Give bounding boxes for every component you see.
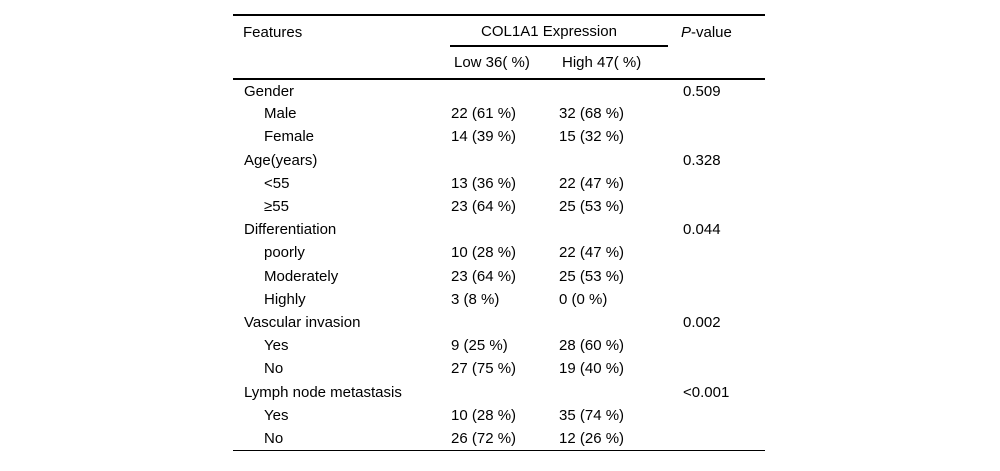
high-value-cell: 12 (26 %)	[559, 429, 625, 447]
high-value-cell	[558, 218, 678, 241]
pvalue-cell	[678, 241, 765, 264]
low-value-cell: 26 (72 %)	[451, 429, 517, 447]
high-value-cell	[558, 380, 678, 403]
pvalue-header-italic-part: P	[681, 24, 692, 41]
table-row-vascular-no: No 27 (75 %) 19 (40 %)	[233, 357, 765, 380]
pvalue-cell: 0.328	[683, 151, 721, 169]
high-value-cell	[558, 311, 678, 334]
low-value-cell	[450, 311, 558, 334]
high-value-cell	[558, 79, 678, 102]
low-value-cell: 3 (8 %)	[451, 290, 500, 308]
feature-cell: poorly	[264, 244, 305, 262]
table-header: Features COL1A1 Expression P-value Low 3…	[233, 15, 765, 79]
low-value-cell: 10 (28 %)	[451, 244, 517, 262]
header-row-subcolumns: Low 36( %) High 47( %)	[233, 47, 765, 79]
pvalue-cell: <0.001	[683, 383, 730, 401]
high-value-cell: 19 (40 %)	[559, 360, 625, 378]
feature-cell: Differentiation	[244, 221, 337, 239]
high-value-cell: 22 (47 %)	[559, 174, 625, 192]
table-row-age: Age(years) 0.328	[233, 149, 765, 172]
pvalue-column-header: P-value	[678, 15, 765, 79]
pvalue-cell	[678, 195, 765, 218]
feature-cell: Vascular invasion	[244, 313, 361, 331]
low-value-cell	[450, 149, 558, 172]
feature-cell: Lymph node metastasis	[244, 383, 402, 401]
table-row-age-ge55: ≥55 23 (64 %) 25 (53 %)	[233, 195, 765, 218]
header-row-group: Features COL1A1 Expression P-value	[233, 15, 765, 47]
pvalue-cell	[678, 288, 765, 311]
pvalue-cell: 0.002	[683, 313, 721, 331]
expression-group-header: COL1A1 Expression	[450, 15, 678, 47]
pvalue-cell	[678, 334, 765, 357]
clinicopathological-features-table: Features COL1A1 Expression P-value Low 3…	[233, 14, 765, 451]
table-row-lymph-no: No 26 (72 %) 12 (26 %)	[233, 427, 765, 450]
low-value-cell: 27 (75 %)	[451, 360, 517, 378]
table-row-lymph-node-metastasis: Lymph node metastasis <0.001	[233, 380, 765, 403]
pvalue-cell: 0.044	[683, 221, 721, 239]
feature-cell: Female	[264, 128, 315, 146]
high-value-cell	[558, 149, 678, 172]
high-value-cell: 35 (74 %)	[559, 406, 625, 424]
table-row-gender: Gender 0.509	[233, 79, 765, 102]
low-value-cell	[450, 380, 558, 403]
table-row-poorly: poorly 10 (28 %) 22 (47 %)	[233, 241, 765, 264]
pvalue-cell: 0.509	[683, 82, 721, 100]
feature-cell: Yes	[264, 406, 289, 424]
table-row-female: Female 14 (39 %) 15 (32 %)	[233, 125, 765, 148]
high-column-header: High 47( %)	[562, 54, 642, 71]
feature-cell: Gender	[244, 82, 295, 100]
feature-cell: No	[264, 360, 284, 378]
feature-cell: Moderately	[264, 267, 339, 285]
high-value-cell: 32 (68 %)	[559, 105, 625, 123]
feature-cell: <55	[264, 174, 290, 192]
table-row-highly: Highly 3 (8 %) 0 (0 %)	[233, 288, 765, 311]
feature-cell: Male	[264, 105, 297, 123]
pvalue-cell	[678, 125, 765, 148]
feature-cell: Yes	[264, 337, 289, 355]
low-value-cell: 23 (64 %)	[451, 198, 517, 216]
high-value-cell: 25 (53 %)	[559, 198, 625, 216]
high-value-cell: 28 (60 %)	[559, 337, 625, 355]
table-row-differentiation: Differentiation 0.044	[233, 218, 765, 241]
low-value-cell	[450, 218, 558, 241]
low-column-header: Low 36( %)	[454, 54, 530, 71]
pvalue-header-rest: -value	[691, 24, 732, 41]
pvalue-cell	[678, 172, 765, 195]
low-value-cell: 10 (28 %)	[451, 406, 517, 424]
low-value-cell: 14 (39 %)	[451, 128, 517, 146]
high-value-cell: 15 (32 %)	[559, 128, 625, 146]
table-body: Gender 0.509 Male 22 (61 %) 32 (68 %) Fe…	[233, 79, 765, 450]
features-column-header: Features	[243, 24, 303, 41]
table-row-lymph-yes: Yes 10 (28 %) 35 (74 %)	[233, 404, 765, 427]
paper-table-container: Features COL1A1 Expression P-value Low 3…	[233, 14, 765, 451]
table-row-vascular-yes: Yes 9 (25 %) 28 (60 %)	[233, 334, 765, 357]
table-row-moderately: Moderately 23 (64 %) 25 (53 %)	[233, 265, 765, 288]
table-row-age-lt55: <55 13 (36 %) 22 (47 %)	[233, 172, 765, 195]
low-value-cell: 13 (36 %)	[451, 174, 517, 192]
expression-group-underline	[450, 45, 668, 47]
low-value-cell: 23 (64 %)	[451, 267, 517, 285]
table-row-vascular-invasion: Vascular invasion 0.002	[233, 311, 765, 334]
table-row-male: Male 22 (61 %) 32 (68 %)	[233, 102, 765, 125]
feature-cell: Highly	[264, 290, 306, 308]
high-value-cell: 22 (47 %)	[559, 244, 625, 262]
pvalue-cell	[678, 404, 765, 427]
feature-cell: No	[264, 429, 284, 447]
feature-cell: ≥55	[264, 198, 289, 216]
low-value-cell: 9 (25 %)	[451, 337, 508, 355]
pvalue-cell	[678, 357, 765, 380]
pvalue-cell	[678, 102, 765, 125]
pvalue-cell	[678, 265, 765, 288]
expression-group-label: COL1A1 Expression	[481, 23, 617, 40]
feature-cell: Age(years)	[244, 151, 318, 169]
high-value-cell: 25 (53 %)	[559, 267, 625, 285]
high-value-cell: 0 (0 %)	[559, 290, 608, 308]
pvalue-cell	[678, 427, 765, 450]
low-value-cell: 22 (61 %)	[451, 105, 517, 123]
low-value-cell	[450, 79, 558, 102]
